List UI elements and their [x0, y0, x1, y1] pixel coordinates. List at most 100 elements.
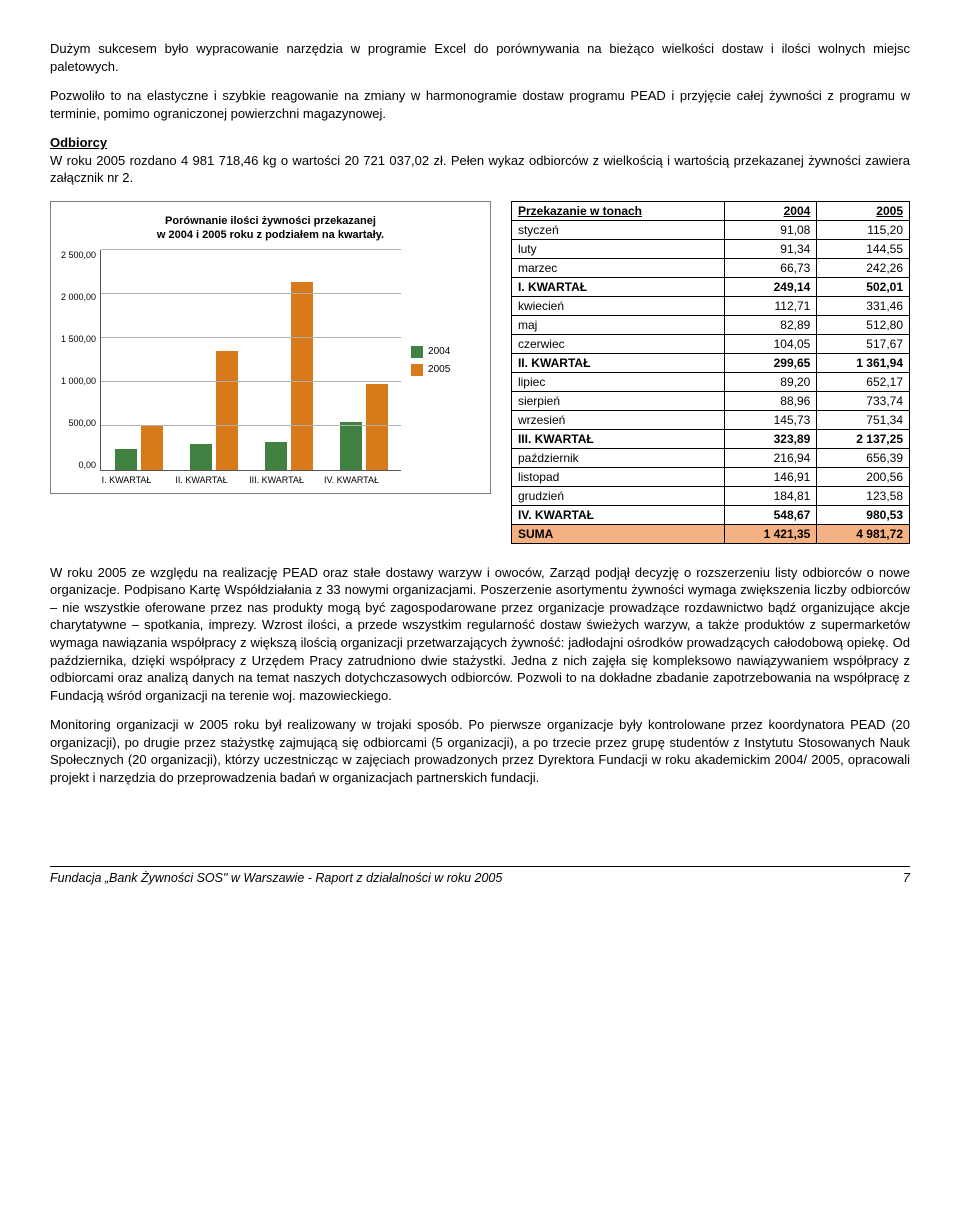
bar [265, 442, 287, 471]
table-cell: 2 137,25 [817, 429, 910, 448]
table-cell: luty [511, 239, 724, 258]
xtick-label: IV. KWARTAŁ [314, 471, 389, 485]
bar [366, 384, 388, 470]
table-body: styczeń91,08115,20luty91,34144,55marzec6… [511, 220, 909, 543]
table-cell: 331,46 [817, 296, 910, 315]
odbiorcy-text: W roku 2005 rozdano 4 981 718,46 kg o wa… [50, 153, 910, 186]
table-cell: 751,34 [817, 410, 910, 429]
table-row: III. KWARTAŁ323,892 137,25 [511, 429, 909, 448]
legend-item: 2005 [411, 364, 450, 376]
table-row: sierpień88,96733,74 [511, 391, 909, 410]
bar-group [251, 250, 326, 470]
table-cell: maj [511, 315, 724, 334]
table-cell: 512,80 [817, 315, 910, 334]
table-row: listopad146,91200,56 [511, 467, 909, 486]
table-row: SUMA1 421,354 981,72 [511, 524, 909, 543]
table-cell: 249,14 [724, 277, 817, 296]
legend-item: 2004 [411, 346, 450, 358]
table-cell: 323,89 [724, 429, 817, 448]
bar-group [176, 250, 251, 470]
table-cell: sierpień [511, 391, 724, 410]
table-row: IV. KWARTAŁ548,67980,53 [511, 505, 909, 524]
chart-title: Porównanie ilości żywności przekazanej w… [61, 214, 480, 243]
table-row: I. KWARTAŁ249,14502,01 [511, 277, 909, 296]
transfer-table: Przekazanie w tonach20042005 styczeń91,0… [511, 201, 910, 544]
paragraph-3: W roku 2005 ze względu na realizację PEA… [50, 564, 910, 704]
legend-swatch [411, 346, 423, 358]
table-cell: 88,96 [724, 391, 817, 410]
table-cell: 216,94 [724, 448, 817, 467]
table-cell: 299,65 [724, 353, 817, 372]
table-cell: II. KWARTAŁ [511, 353, 724, 372]
table-header-cell: Przekazanie w tonach [511, 201, 724, 220]
table-cell: 548,67 [724, 505, 817, 524]
table-cell: SUMA [511, 524, 724, 543]
table-row: grudzień184,81123,58 [511, 486, 909, 505]
chart-grid [100, 250, 401, 471]
table-cell: I. KWARTAŁ [511, 277, 724, 296]
gridline [101, 249, 401, 250]
table-cell: 242,26 [817, 258, 910, 277]
table-cell: III. KWARTAŁ [511, 429, 724, 448]
chart-xaxis: I. KWARTAŁII. KWARTAŁIII. KWARTAŁIV. KWA… [89, 471, 389, 485]
table-row: październik216,94656,39 [511, 448, 909, 467]
ytick-label: 500,00 [69, 418, 97, 428]
table-cell: 104,05 [724, 334, 817, 353]
chart-and-table-row: Porównanie ilości żywności przekazanej w… [50, 201, 910, 544]
table-cell: 145,73 [724, 410, 817, 429]
gridline [101, 337, 401, 338]
ytick-label: 1 500,00 [61, 334, 96, 344]
table-row: czerwiec104,05517,67 [511, 334, 909, 353]
gridline [101, 381, 401, 382]
table-cell: 517,67 [817, 334, 910, 353]
table-cell: 123,58 [817, 486, 910, 505]
table-row: kwiecień112,71331,46 [511, 296, 909, 315]
bar-group [101, 250, 176, 470]
table-cell: styczeń [511, 220, 724, 239]
bar [291, 282, 313, 470]
table-cell: 980,53 [817, 505, 910, 524]
table-header-cell: 2005 [817, 201, 910, 220]
table-cell: 652,17 [817, 372, 910, 391]
table-cell: 115,20 [817, 220, 910, 239]
table-row: marzec66,73242,26 [511, 258, 909, 277]
bar [190, 444, 212, 470]
xtick-label: II. KWARTAŁ [164, 471, 239, 485]
table-cell: 184,81 [724, 486, 817, 505]
table-cell: 656,39 [817, 448, 910, 467]
chart-bars [101, 250, 401, 470]
table-cell: kwiecień [511, 296, 724, 315]
bar-group [326, 250, 401, 470]
table-cell: grudzień [511, 486, 724, 505]
table-cell: wrzesień [511, 410, 724, 429]
page-footer: Fundacja „Bank Żywności SOS" w Warszawie… [50, 866, 910, 885]
bar [115, 449, 137, 471]
gridline [101, 425, 401, 426]
table-row: lipiec89,20652,17 [511, 372, 909, 391]
footer-text: Fundacja „Bank Żywności SOS" w Warszawie… [50, 871, 502, 885]
table-cell: IV. KWARTAŁ [511, 505, 724, 524]
table-cell: 91,08 [724, 220, 817, 239]
table-cell: 112,71 [724, 296, 817, 315]
table-cell: lipiec [511, 372, 724, 391]
table-cell: 66,73 [724, 258, 817, 277]
xtick-label: III. KWARTAŁ [239, 471, 314, 485]
table-cell: 89,20 [724, 372, 817, 391]
table-cell: 91,34 [724, 239, 817, 258]
bar [141, 426, 163, 470]
table-cell: 1 361,94 [817, 353, 910, 372]
paragraph-1: Dużym sukcesem było wypracowanie narzędz… [50, 40, 910, 75]
table-cell: 144,55 [817, 239, 910, 258]
legend-label: 2005 [428, 364, 450, 375]
table-cell: 4 981,72 [817, 524, 910, 543]
table-cell: listopad [511, 467, 724, 486]
table-row: maj82,89512,80 [511, 315, 909, 334]
ytick-label: 1 000,00 [61, 376, 96, 386]
odbiorcy-title: Odbiorcy [50, 135, 107, 150]
table-cell: 733,74 [817, 391, 910, 410]
table-cell: 1 421,35 [724, 524, 817, 543]
bar [216, 351, 238, 471]
chart-legend: 2004 2005 [411, 250, 450, 471]
table-cell: 146,91 [724, 467, 817, 486]
table-cell: marzec [511, 258, 724, 277]
